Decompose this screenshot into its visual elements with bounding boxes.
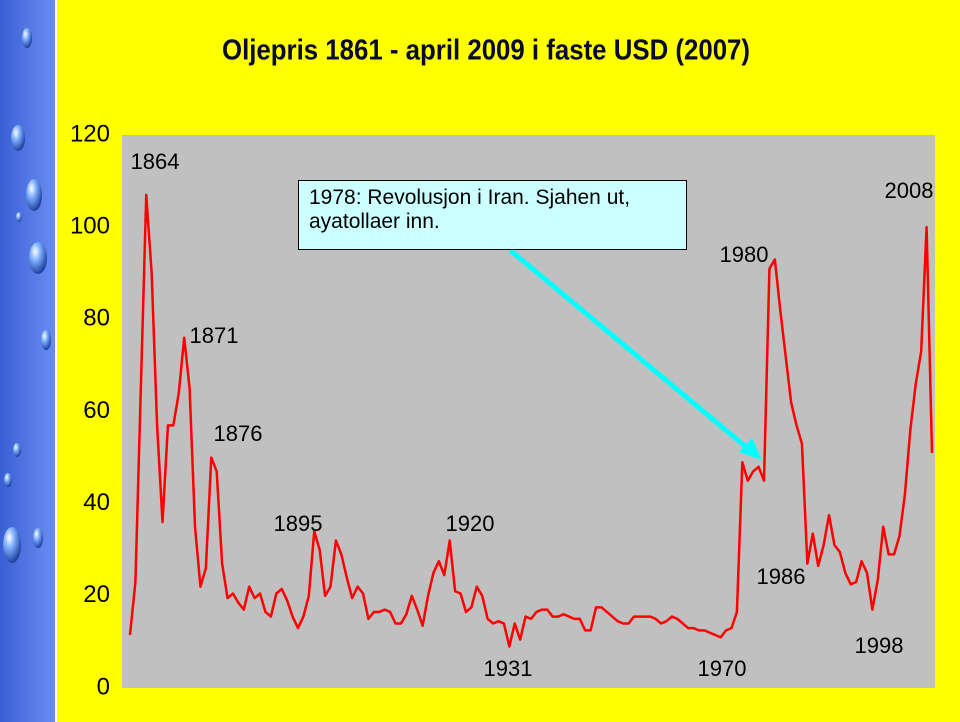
year-annotation: 1871 [190, 323, 239, 348]
year-annotation: 1864 [131, 149, 180, 174]
callout: 1978: Revolusjon i Iran. Sjahen ut, ayat… [298, 180, 687, 250]
chart-title: Oljepris 1861 - april 2009 i faste USD (… [222, 35, 750, 67]
price-line [128, 193, 934, 648]
year-annotation: 1895 [274, 511, 323, 536]
year-annotation: 1931 [484, 656, 533, 681]
side-strip [0, 0, 57, 722]
callout-arrow [508, 248, 754, 454]
year-annotation: 1920 [446, 511, 495, 536]
y-tick-label: 60 [83, 397, 110, 424]
year-annotation: 1980 [720, 242, 769, 267]
y-tick-label: 120 [70, 120, 110, 147]
y-tick-label: 40 [83, 489, 110, 516]
year-annotation: 1986 [757, 564, 806, 589]
y-tick-label: 20 [83, 581, 110, 608]
year-annotation: 1970 [698, 656, 747, 681]
y-tick-label: 0 [97, 673, 110, 700]
year-annotation: 1998 [855, 633, 904, 658]
year-annotation: 2008 [885, 178, 934, 203]
y-tick-label: 80 [83, 305, 110, 332]
y-tick-label: 100 [70, 213, 110, 240]
year-annotation: 1876 [214, 421, 263, 446]
callout-arrow-head [739, 438, 762, 460]
